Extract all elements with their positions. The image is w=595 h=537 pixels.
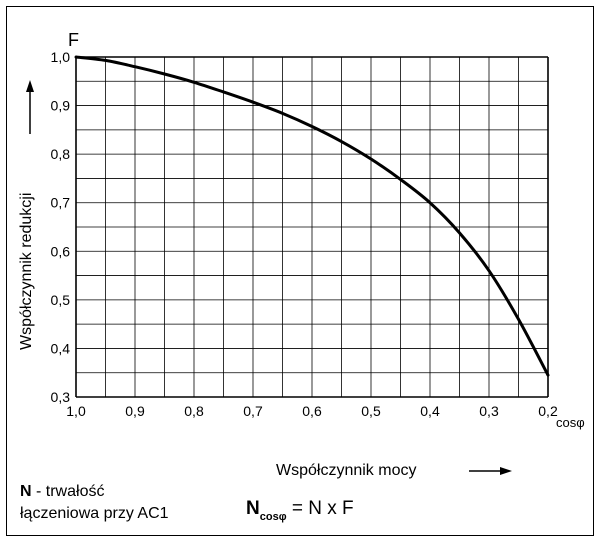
x-axis-arrow-icon [469, 467, 512, 475]
x-tick-label: 0,3 [479, 403, 499, 419]
x-tick-label: 0,8 [184, 403, 204, 419]
legend-note-text1: - trwałość [31, 483, 105, 500]
x-tick-label: 0,6 [302, 403, 322, 419]
y-tick-label: 0,3 [51, 389, 71, 405]
y-axis-arrow-icon [26, 80, 34, 134]
y-tick-label: 0,5 [51, 292, 71, 308]
y-tick-label: 0,9 [51, 98, 71, 114]
legend-note-line2: łączeniowa przy AC1 [20, 505, 169, 522]
legend-note-symbol: N [20, 483, 32, 500]
x-tick-label: 0,5 [361, 403, 381, 419]
reduction-factor-curve [74, 55, 550, 377]
y-tick-label: 0,8 [51, 146, 71, 162]
grid [75, 56, 549, 398]
x-axis-label: Współczynnik mocy [276, 462, 416, 479]
formula-rest: = N x F [286, 498, 354, 519]
y-tick-label: 0,7 [51, 195, 71, 211]
x-tick-label: 0,7 [243, 403, 263, 419]
y-axis-label: Współczynnik redukcji [18, 193, 35, 350]
y-tick-label: 1,0 [51, 49, 71, 65]
y-tick-label: 0,6 [51, 243, 71, 259]
formula: Ncosφ = N x F [246, 498, 354, 523]
formula-symbol: N [246, 498, 260, 519]
x-axis-unit-label: cosφ [556, 415, 585, 430]
legend-note-line1: N - trwałość [20, 482, 104, 502]
formula-subscript: cosφ [259, 511, 287, 523]
y-tick-label: 0,4 [51, 340, 71, 356]
y-axis-symbol: F [68, 30, 79, 50]
x-tick-label: 1,0 [66, 403, 86, 419]
x-tick-label: 0,9 [125, 403, 145, 419]
tick-labels: 1,00,90,80,70,60,50,40,31,0 0,9 0,8 0,7 0,6 0… [51, 49, 558, 419]
curve-layer [74, 55, 550, 377]
figure-frame [6, 6, 594, 536]
x-tick-label: 0,2 [538, 403, 558, 419]
x-tick-label: 0,4 [420, 403, 440, 419]
